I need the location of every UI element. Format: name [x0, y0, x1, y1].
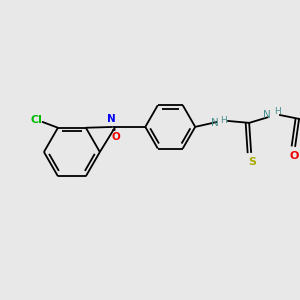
Text: O: O	[290, 151, 299, 161]
Text: O: O	[111, 132, 120, 142]
Text: N: N	[263, 110, 271, 120]
Text: N: N	[211, 118, 219, 128]
Text: S: S	[248, 157, 256, 167]
Text: N: N	[107, 114, 116, 124]
Text: H: H	[220, 116, 226, 125]
Text: Cl: Cl	[30, 115, 42, 125]
Text: H: H	[274, 107, 280, 116]
